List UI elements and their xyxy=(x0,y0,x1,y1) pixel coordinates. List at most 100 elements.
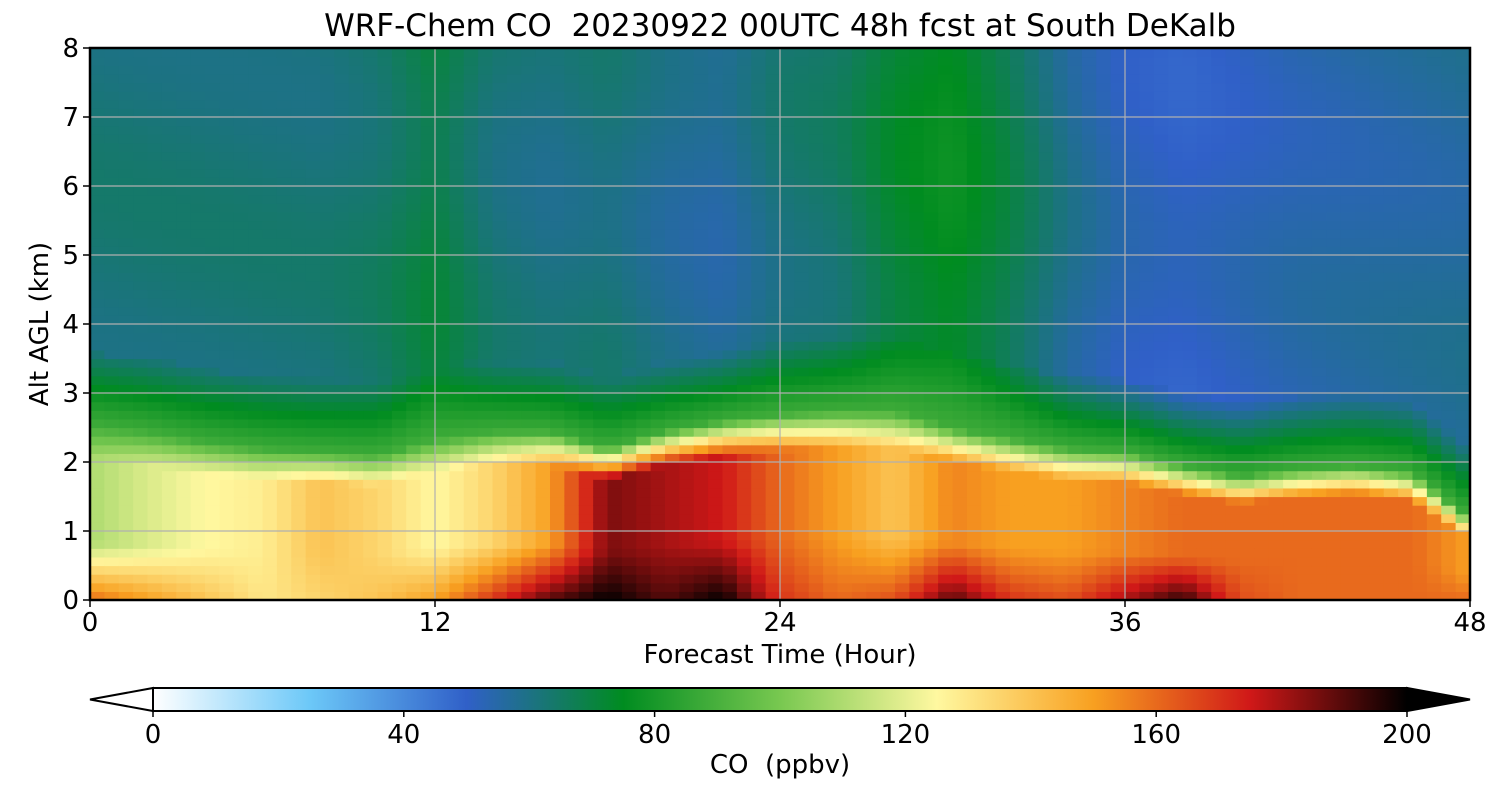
field-cell xyxy=(736,160,752,170)
field-cell xyxy=(679,203,695,213)
field-cell xyxy=(233,289,249,299)
field-cell xyxy=(1196,375,1212,385)
field-cell xyxy=(147,349,163,360)
field-cell xyxy=(161,246,177,256)
field-cell xyxy=(866,444,882,454)
field-cell xyxy=(1096,315,1112,325)
field-cell xyxy=(262,177,278,187)
field-cell xyxy=(938,306,954,316)
field-cell xyxy=(981,565,997,575)
field-cell xyxy=(564,479,580,489)
field-cell xyxy=(823,289,839,299)
field-cell xyxy=(391,168,407,178)
field-cell xyxy=(837,427,853,437)
field-cell xyxy=(161,280,177,291)
field-cell xyxy=(593,332,609,342)
field-cell xyxy=(708,160,724,170)
field-cell xyxy=(291,384,307,394)
field-cell xyxy=(636,539,652,549)
field-cell xyxy=(233,341,249,351)
field-cell xyxy=(938,151,954,161)
field-cell xyxy=(147,91,163,101)
field-cell xyxy=(952,117,968,127)
field-cell xyxy=(550,505,565,515)
field-cell xyxy=(780,229,795,239)
field-cell xyxy=(1168,134,1184,144)
field-cell xyxy=(966,401,982,411)
field-cell xyxy=(1168,108,1184,118)
field-cell xyxy=(535,151,551,161)
field-cell xyxy=(1110,56,1126,66)
field-cell xyxy=(938,453,954,463)
field-cell xyxy=(550,453,565,463)
field-cell xyxy=(1096,203,1112,213)
field-cell xyxy=(923,229,939,239)
field-cell xyxy=(391,591,407,600)
field-cell xyxy=(1067,410,1083,420)
field-cell xyxy=(794,349,810,360)
field-cell xyxy=(1196,203,1212,213)
field-cell xyxy=(923,367,939,377)
field-cell xyxy=(406,556,422,567)
field-cell xyxy=(1038,73,1054,84)
field-cell xyxy=(435,186,450,196)
field-cell xyxy=(593,582,609,592)
field-cell xyxy=(578,462,594,472)
field-cell xyxy=(391,65,407,75)
field-cell xyxy=(650,91,666,101)
field-cell xyxy=(679,142,695,153)
field-cell xyxy=(1125,539,1140,549)
field-cell xyxy=(550,522,565,532)
field-cell xyxy=(248,349,264,360)
field-cell xyxy=(219,410,235,420)
field-cell xyxy=(521,358,537,368)
field-cell xyxy=(90,427,105,437)
field-cell xyxy=(981,401,997,411)
field-cell xyxy=(1038,306,1054,316)
field-cell xyxy=(693,591,709,600)
field-cell xyxy=(420,522,436,532)
field-cell xyxy=(205,349,220,360)
field-cell xyxy=(1096,531,1112,541)
field-cell xyxy=(506,151,522,161)
field-cell xyxy=(1110,453,1126,463)
field-cell xyxy=(320,168,335,178)
field-cell xyxy=(909,263,925,273)
field-cell xyxy=(90,108,105,118)
field-cell xyxy=(1053,125,1069,135)
field-cell xyxy=(535,65,551,75)
field-cell xyxy=(1211,548,1227,558)
field-cell xyxy=(305,194,321,204)
field-cell xyxy=(133,298,149,308)
field-cell xyxy=(1067,220,1083,230)
field-cell xyxy=(118,168,134,178)
field-cell xyxy=(535,349,551,360)
field-cell xyxy=(435,401,450,411)
field-cell xyxy=(751,401,767,411)
field-cell xyxy=(621,565,637,575)
field-cell xyxy=(377,246,393,256)
field-cell xyxy=(1081,556,1097,567)
field-cell xyxy=(1024,539,1040,549)
field-cell xyxy=(938,48,954,58)
field-cell xyxy=(1024,48,1040,58)
field-cell xyxy=(262,306,278,316)
field-cell xyxy=(550,237,565,247)
field-cell xyxy=(463,237,479,247)
field-cell xyxy=(679,418,695,429)
field-cell xyxy=(521,349,537,360)
field-cell xyxy=(966,539,982,549)
field-cell xyxy=(952,220,968,230)
field-cell xyxy=(593,418,609,429)
field-cell xyxy=(406,453,422,463)
field-cell xyxy=(133,108,149,118)
field-cell xyxy=(1081,203,1097,213)
field-cell xyxy=(90,341,105,351)
field-cell xyxy=(1139,522,1155,532)
field-cell xyxy=(506,255,522,265)
field-cell xyxy=(823,393,839,403)
field-cell xyxy=(751,177,767,187)
field-cell xyxy=(233,496,249,506)
field-cell xyxy=(1153,246,1169,256)
field-cell xyxy=(564,427,580,437)
